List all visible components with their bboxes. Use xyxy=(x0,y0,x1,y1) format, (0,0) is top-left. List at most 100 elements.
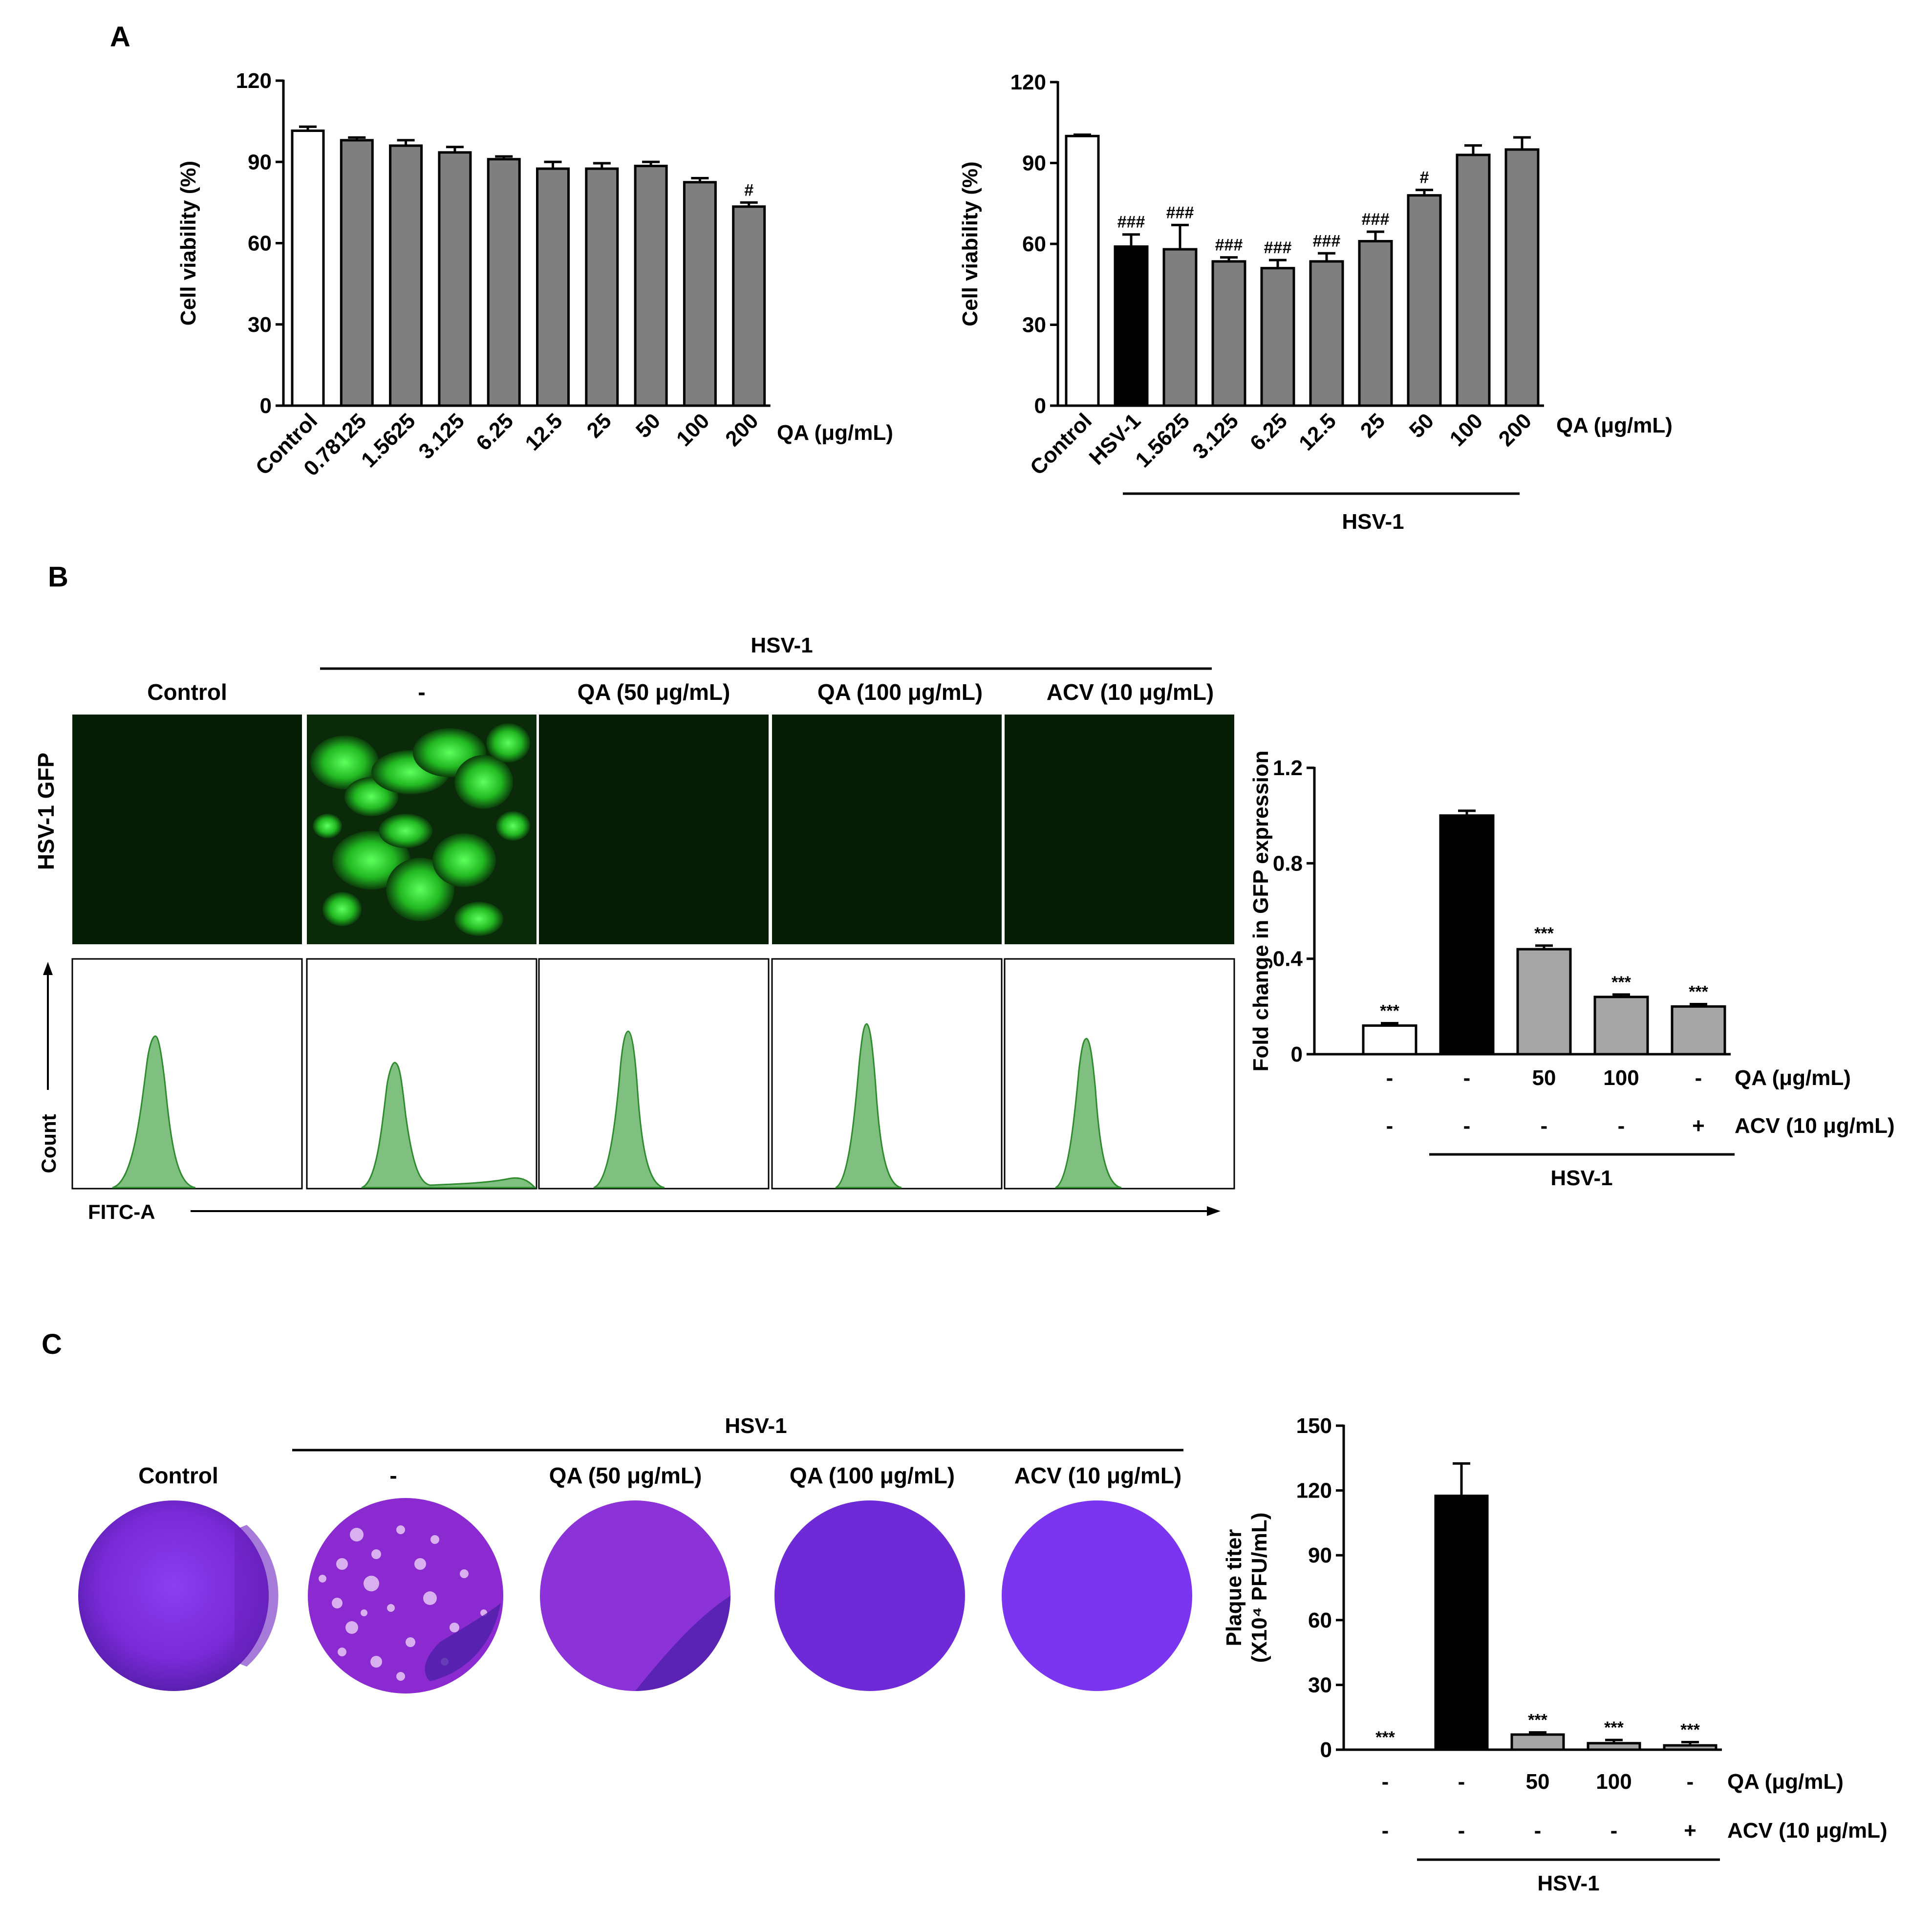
y-tick-label: 120 xyxy=(236,69,272,93)
bar xyxy=(732,205,766,407)
significance-marker: ### xyxy=(1313,232,1341,250)
plate-col-label-c: QA (50 μg/mL) xyxy=(549,1463,702,1488)
fitc-axis-label: FITC-A xyxy=(88,1200,155,1223)
x-tick-label: 100 xyxy=(672,409,714,451)
condition-value: - xyxy=(1687,1770,1694,1794)
x-tick-label: 100 xyxy=(1445,409,1488,451)
panel-label-b: B xyxy=(48,561,68,593)
significance-marker: *** xyxy=(1689,982,1708,1001)
bar xyxy=(1362,1024,1417,1056)
bar xyxy=(1162,248,1198,407)
significance-marker: *** xyxy=(1380,1002,1399,1020)
bar xyxy=(1434,1495,1489,1751)
y-tick-label: 60 xyxy=(1308,1608,1332,1632)
x-tick-label: 200 xyxy=(721,409,763,451)
condition-value: - xyxy=(1695,1066,1702,1090)
chart-plaque-titer: 0 30 60 90 120 150 Plaque titer (X10⁴ PFU/mL) **… xyxy=(1222,1414,1888,1895)
y-tick-label: 30 xyxy=(1022,313,1046,337)
bar xyxy=(1456,153,1491,407)
y-tick-label: 30 xyxy=(248,313,272,337)
condition-value: - xyxy=(1618,1114,1625,1138)
histogram-frame-qa50 xyxy=(538,958,770,1190)
panel-label-a: A xyxy=(110,21,130,53)
y-tick-label: 60 xyxy=(1022,232,1046,256)
y-axis-title: Fold change in GFP expression xyxy=(1249,751,1273,1072)
y-tick-label: 120 xyxy=(1010,70,1046,94)
condition-value: - xyxy=(1463,1114,1471,1138)
bar xyxy=(1309,260,1344,407)
image-col-label-b: - xyxy=(418,679,425,705)
x-tick-label: 50 xyxy=(631,409,665,442)
condition-value: + xyxy=(1684,1819,1696,1843)
plate-acv xyxy=(1002,1500,1192,1691)
y-tick-label: 60 xyxy=(248,232,272,256)
x-tick-label: 25 xyxy=(582,409,616,442)
significance-marker: ### xyxy=(1117,213,1145,232)
significance-marker: ### xyxy=(1264,239,1292,257)
bar xyxy=(1065,134,1100,407)
plate-hsv xyxy=(308,1498,503,1693)
condition-value: - xyxy=(1610,1819,1618,1843)
condition-value: - xyxy=(1541,1114,1548,1138)
histogram-frame-acv xyxy=(1004,958,1235,1190)
group-label: HSV-1 xyxy=(1550,1166,1612,1190)
plate-qa50-dark-region xyxy=(635,1596,730,1691)
x-tick-label: 1.5625 xyxy=(357,409,420,472)
condition-value: + xyxy=(1692,1114,1705,1138)
significance-marker: *** xyxy=(1604,1718,1624,1737)
y-tick-label: 30 xyxy=(1308,1673,1332,1697)
y-tick-label: 90 xyxy=(248,150,272,174)
condition-label: ACV (10 μg/mL) xyxy=(1735,1114,1895,1138)
x-tick-label: 200 xyxy=(1494,409,1537,451)
significance-marker: *** xyxy=(1534,924,1554,943)
hsv-group-label-c: HSV-1 xyxy=(725,1414,787,1438)
significance-marker: *** xyxy=(1611,973,1631,992)
condition-value: - xyxy=(1386,1114,1394,1138)
y-axis-unit: (X10⁴ PFU/mL) xyxy=(1247,1513,1271,1663)
x-tick-label: 12.5 xyxy=(1294,409,1341,455)
histogram-frame-qa100 xyxy=(771,958,1003,1190)
bar xyxy=(1358,239,1393,407)
image-col-label-b: QA (100 μg/mL) xyxy=(817,679,983,705)
row-label-gfp: HSV-1 GFP xyxy=(33,753,59,870)
plate-control xyxy=(78,1500,269,1691)
gfp-image-grid: HSV-1 Control - QA (50 μg/mL) QA (100 μg… xyxy=(33,633,1235,1223)
x-tick-label: 6.25 xyxy=(472,409,518,455)
bar xyxy=(487,158,521,407)
y-axis-title: Cell viability (%) xyxy=(176,161,200,326)
significance-marker: ### xyxy=(1215,236,1243,255)
gfp-image-acv xyxy=(1005,715,1234,944)
significance-marker: ### xyxy=(1362,210,1390,229)
y-tick-label: 90 xyxy=(1308,1543,1332,1567)
plate-col-label-c: Control xyxy=(138,1463,218,1488)
bar xyxy=(1663,1744,1717,1751)
group-label: HSV-1 xyxy=(1342,510,1404,534)
bar xyxy=(1516,948,1572,1056)
count-axis-label: Count xyxy=(37,1114,60,1173)
panel-label-c: C xyxy=(42,1328,62,1360)
gfp-fluorescence-pattern xyxy=(310,723,530,936)
bar xyxy=(683,181,717,407)
y-tick-label: 150 xyxy=(1296,1414,1332,1438)
condition-label: ACV (10 μg/mL) xyxy=(1727,1819,1888,1843)
condition-value: 50 xyxy=(1526,1770,1550,1794)
plate-hsv-dark-region xyxy=(425,1603,501,1681)
significance-marker: *** xyxy=(1528,1711,1547,1730)
bar xyxy=(1407,194,1442,407)
gfp-image-qa50 xyxy=(539,715,769,944)
condition-value: - xyxy=(1458,1819,1465,1843)
histogram-qa50 xyxy=(593,1030,665,1189)
y-tick-label: 0.8 xyxy=(1273,851,1303,875)
fitc-axis-arrowhead xyxy=(1207,1206,1221,1216)
y-tick-label: 1.2 xyxy=(1273,756,1303,780)
x-tick-label: 3.125 xyxy=(1188,409,1244,464)
condition-value: - xyxy=(1463,1066,1471,1090)
x-tick-label: Control xyxy=(1026,409,1096,479)
plate-control-edge xyxy=(235,1525,279,1667)
bar xyxy=(1260,267,1295,407)
y-tick-label: 0 xyxy=(1034,394,1046,418)
x-tick-label: 1.5625 xyxy=(1131,409,1194,472)
condition-label: QA (μg/mL) xyxy=(1727,1770,1844,1794)
image-col-label-b: Control xyxy=(147,679,227,705)
